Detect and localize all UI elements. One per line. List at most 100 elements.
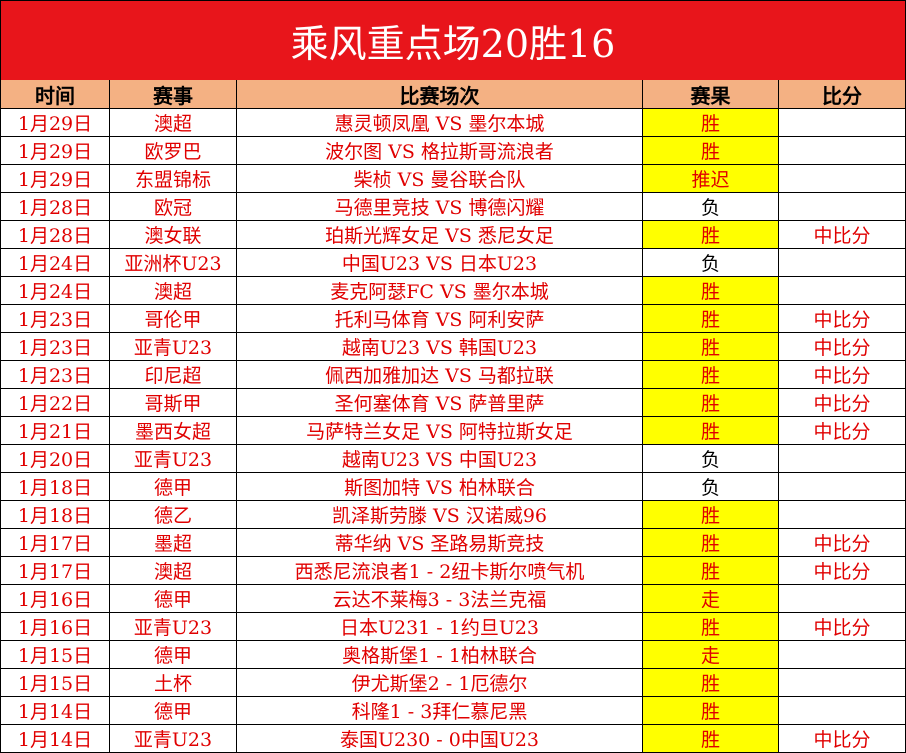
score-cell: 中比分 bbox=[779, 417, 906, 445]
league-cell: 德甲 bbox=[110, 697, 237, 725]
league-cell: 墨西女超 bbox=[110, 417, 237, 445]
date-cell: 1月24日 bbox=[0, 249, 110, 277]
date-cell: 1月29日 bbox=[0, 109, 110, 137]
column-header: 赛果 bbox=[643, 80, 779, 109]
match-cell: 惠灵顿凤凰 VS 墨尔本城 bbox=[237, 109, 643, 137]
date-cell: 1月18日 bbox=[0, 473, 110, 501]
score-cell: 中比分 bbox=[779, 725, 906, 753]
title: 乘风重点场20胜16 bbox=[0, 0, 906, 81]
score-cell bbox=[779, 641, 906, 669]
score-cell bbox=[779, 109, 906, 137]
date-cell: 1月29日 bbox=[0, 137, 110, 165]
score-cell: 中比分 bbox=[779, 557, 906, 585]
match-cell: 斯图加特 VS 柏林联合 bbox=[237, 473, 643, 501]
score-cell bbox=[779, 165, 906, 193]
column-header: 比赛场次 bbox=[237, 80, 643, 109]
date-cell: 1月28日 bbox=[0, 193, 110, 221]
date-cell: 1月15日 bbox=[0, 641, 110, 669]
match-cell: 珀斯光辉女足 VS 悉尼女足 bbox=[237, 221, 643, 249]
date-cell: 1月29日 bbox=[0, 165, 110, 193]
score-cell bbox=[779, 585, 906, 613]
match-cell: 越南U23 VS 中国U23 bbox=[237, 445, 643, 473]
column-header: 比分 bbox=[779, 80, 906, 109]
result-cell: 胜 bbox=[643, 109, 779, 137]
date-cell: 1月16日 bbox=[0, 613, 110, 641]
league-cell: 墨超 bbox=[110, 529, 237, 557]
league-cell: 亚青U23 bbox=[110, 613, 237, 641]
match-cell: 日本U231 - 1约旦U23 bbox=[237, 613, 643, 641]
result-cell: 走 bbox=[643, 641, 779, 669]
league-cell: 土杯 bbox=[110, 669, 237, 697]
league-cell: 澳超 bbox=[110, 109, 237, 137]
date-cell: 1月14日 bbox=[0, 725, 110, 753]
league-cell: 澳超 bbox=[110, 557, 237, 585]
score-cell: 中比分 bbox=[779, 305, 906, 333]
date-cell: 1月23日 bbox=[0, 305, 110, 333]
match-cell: 蒂华纳 VS 圣路易斯竞技 bbox=[237, 529, 643, 557]
result-cell: 胜 bbox=[643, 529, 779, 557]
league-cell: 欧冠 bbox=[110, 193, 237, 221]
match-cell: 马萨特兰女足 VS 阿特拉斯女足 bbox=[237, 417, 643, 445]
league-cell: 亚青U23 bbox=[110, 445, 237, 473]
score-cell bbox=[779, 193, 906, 221]
match-cell: 圣何塞体育 VS 萨普里萨 bbox=[237, 389, 643, 417]
score-cell: 中比分 bbox=[779, 333, 906, 361]
date-cell: 1月16日 bbox=[0, 585, 110, 613]
date-cell: 1月23日 bbox=[0, 333, 110, 361]
date-cell: 1月17日 bbox=[0, 529, 110, 557]
match-cell: 云达不莱梅3 - 3法兰克福 bbox=[237, 585, 643, 613]
league-cell: 亚洲杯U23 bbox=[110, 249, 237, 277]
result-cell: 推迟 bbox=[643, 165, 779, 193]
league-cell: 澳女联 bbox=[110, 221, 237, 249]
date-cell: 1月23日 bbox=[0, 361, 110, 389]
league-cell: 东盟锦标 bbox=[110, 165, 237, 193]
result-cell: 胜 bbox=[643, 137, 779, 165]
date-cell: 1月14日 bbox=[0, 697, 110, 725]
score-cell bbox=[779, 137, 906, 165]
date-cell: 1月22日 bbox=[0, 389, 110, 417]
league-cell: 德乙 bbox=[110, 501, 237, 529]
column-header: 赛事 bbox=[110, 80, 237, 109]
date-cell: 1月17日 bbox=[0, 557, 110, 585]
league-cell: 德甲 bbox=[110, 585, 237, 613]
score-cell: 中比分 bbox=[779, 529, 906, 557]
league-cell: 德甲 bbox=[110, 473, 237, 501]
result-cell: 胜 bbox=[643, 277, 779, 305]
match-cell: 波尔图 VS 格拉斯哥流浪者 bbox=[237, 137, 643, 165]
match-cell: 奥格斯堡1 - 1柏林联合 bbox=[237, 641, 643, 669]
match-cell: 泰国U230 - 0中国U23 bbox=[237, 725, 643, 753]
match-cell: 凯泽斯劳滕 VS 汉诺威96 bbox=[237, 501, 643, 529]
match-cell: 科隆1 - 3拜仁慕尼黑 bbox=[237, 697, 643, 725]
result-cell: 走 bbox=[643, 585, 779, 613]
result-cell: 胜 bbox=[643, 669, 779, 697]
date-cell: 1月15日 bbox=[0, 669, 110, 697]
score-cell: 中比分 bbox=[779, 613, 906, 641]
result-cell: 负 bbox=[643, 473, 779, 501]
score-cell bbox=[779, 249, 906, 277]
date-cell: 1月28日 bbox=[0, 221, 110, 249]
match-cell: 越南U23 VS 韩国U23 bbox=[237, 333, 643, 361]
result-cell: 胜 bbox=[643, 305, 779, 333]
score-cell: 中比分 bbox=[779, 221, 906, 249]
result-cell: 胜 bbox=[643, 697, 779, 725]
score-cell: 中比分 bbox=[779, 389, 906, 417]
result-cell: 胜 bbox=[643, 417, 779, 445]
score-cell bbox=[779, 445, 906, 473]
date-cell: 1月20日 bbox=[0, 445, 110, 473]
result-cell: 胜 bbox=[643, 221, 779, 249]
result-cell: 负 bbox=[643, 193, 779, 221]
match-cell: 西悉尼流浪者1 - 2纽卡斯尔喷气机 bbox=[237, 557, 643, 585]
score-cell bbox=[779, 501, 906, 529]
column-header: 时间 bbox=[0, 80, 110, 109]
result-cell: 胜 bbox=[643, 613, 779, 641]
match-cell: 中国U23 VS 日本U23 bbox=[237, 249, 643, 277]
league-cell: 亚青U23 bbox=[110, 333, 237, 361]
league-cell: 哥伦甲 bbox=[110, 305, 237, 333]
score-cell bbox=[779, 697, 906, 725]
league-cell: 哥斯甲 bbox=[110, 389, 237, 417]
league-cell: 印尼超 bbox=[110, 361, 237, 389]
league-cell: 亚青U23 bbox=[110, 725, 237, 753]
result-cell: 胜 bbox=[643, 361, 779, 389]
result-cell: 负 bbox=[643, 249, 779, 277]
